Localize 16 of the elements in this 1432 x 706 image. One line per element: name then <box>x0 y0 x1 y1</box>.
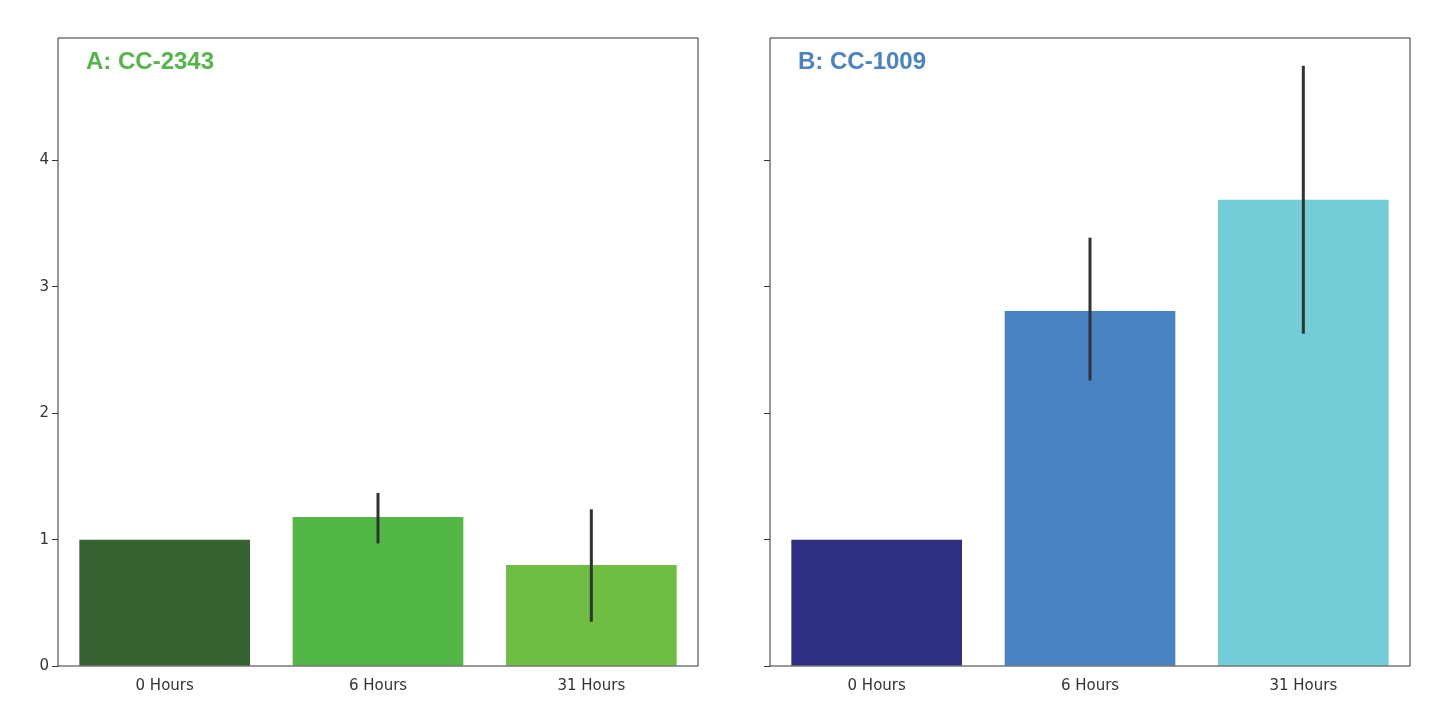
y-tick-label: 1 <box>39 529 49 548</box>
bar <box>79 539 250 666</box>
y-tick-label: 2 <box>39 403 49 422</box>
x-tick-label: 6 Hours <box>348 675 408 694</box>
bar <box>292 516 464 666</box>
y-tick-label: 3 <box>39 276 49 295</box>
x-tick-label: 31 Hours <box>1269 675 1338 694</box>
x-tick-label: 0 Hours <box>847 675 906 694</box>
x-tick-label: 31 Hours <box>557 675 626 694</box>
y-tick-label: 0 <box>39 655 49 674</box>
y-tick-label: 4 <box>39 150 49 169</box>
chart-title: A: CC-2343 <box>86 46 215 74</box>
x-tick-label: 0 Hours <box>135 675 194 694</box>
bar <box>506 564 677 666</box>
chart-title: B: CC-1009 <box>798 46 927 74</box>
x-tick-label: 6 Hours <box>1060 675 1120 694</box>
